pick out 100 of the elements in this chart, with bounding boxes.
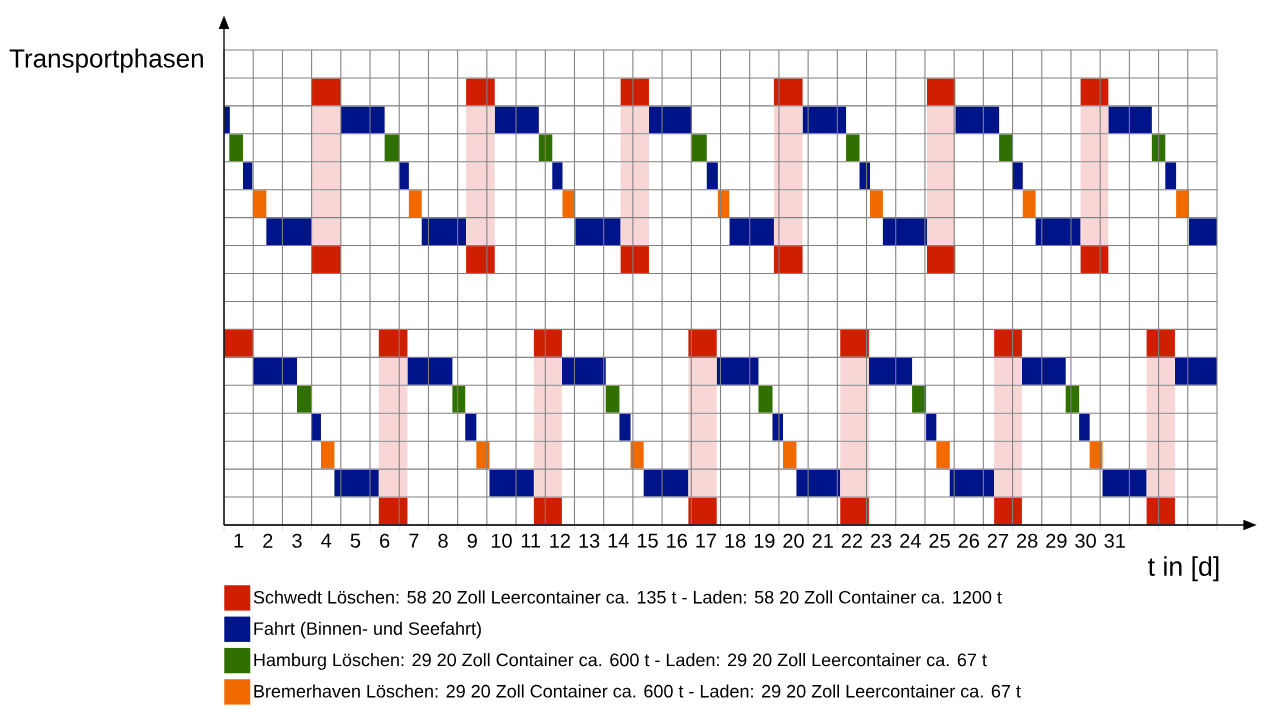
bar (1108, 106, 1152, 134)
x-tick-label: 9 (467, 533, 477, 548)
bar (407, 357, 453, 385)
bar (384, 134, 400, 162)
x-axis-title: t in [d] (1148, 556, 1219, 582)
bar (340, 106, 385, 134)
x-tick-label: 29 (1046, 533, 1067, 548)
bar (758, 385, 773, 413)
bar (334, 469, 379, 497)
x-tick-label: 27 (987, 533, 1009, 548)
bar (466, 246, 495, 273)
bar (773, 78, 803, 106)
bar (1021, 357, 1066, 385)
x-tick-label: 6 (380, 533, 390, 548)
bar (796, 469, 841, 497)
bar (936, 441, 950, 469)
bar (561, 357, 606, 385)
bar (1102, 469, 1147, 497)
bar (688, 469, 717, 497)
bar (538, 134, 553, 162)
x-tick-label: 12 (550, 533, 570, 548)
bar (1080, 246, 1109, 273)
bar (378, 469, 408, 497)
x-tick-label: 21 (812, 533, 833, 548)
bar (311, 78, 341, 106)
x-tick-label: 16 (667, 533, 687, 548)
x-tick-label: 10 (491, 533, 512, 548)
x-tick-label: 7 (409, 533, 419, 548)
x-tick-label: 24 (900, 533, 921, 548)
bar (620, 246, 649, 273)
bar (882, 218, 927, 246)
x-tick-label: 19 (754, 533, 775, 548)
bar (1176, 190, 1189, 218)
bar (716, 357, 759, 385)
bar (840, 469, 869, 497)
bar (1079, 413, 1090, 441)
x-tick-label: 5 (350, 533, 361, 548)
x-tick-label: 26 (958, 533, 979, 548)
x-tick-label: 18 (725, 533, 746, 548)
bar (533, 497, 562, 525)
bar (1089, 441, 1103, 469)
bar (949, 469, 995, 497)
legend-label: Fahrt (Binnen- und Seefahrt) (254, 621, 481, 639)
bar (605, 385, 620, 413)
legend-label: Hamburg Löschen: 29 20 Zoll Container ca. 600 t - Laden: 29 20 Zoll Leercontainer ca. 67 t (254, 653, 987, 670)
bar (840, 497, 869, 525)
bar (1012, 162, 1023, 190)
bar (691, 134, 707, 162)
x-tick-label: 3 (292, 533, 302, 548)
bar (452, 385, 466, 413)
bar (562, 190, 576, 218)
bar (783, 441, 797, 469)
bar (955, 106, 1000, 134)
bar (1022, 190, 1036, 218)
x-tick-label: 23 (871, 533, 892, 548)
bar (465, 413, 477, 441)
x-tick-label: 17 (696, 533, 717, 548)
bar (1174, 357, 1217, 385)
bar (378, 329, 408, 357)
x-tick-label: 28 (1017, 533, 1038, 548)
bar (552, 162, 563, 190)
legend-label: Bremerhaven Löschen: 29 20 Zoll Container ca. 600 t - Laden: 29 20 Zoll Leercontainer ca. 67 t (254, 684, 1021, 698)
x-tick-label: 14 (608, 533, 629, 548)
bar (1080, 78, 1109, 106)
x-tick-label: 11 (521, 533, 541, 548)
bar (1188, 218, 1217, 246)
bar (1146, 329, 1175, 357)
bar (840, 329, 869, 357)
bar (846, 134, 860, 162)
bar (688, 329, 717, 357)
bar (252, 357, 298, 385)
bar (926, 246, 956, 273)
bar (575, 218, 621, 246)
bar (1146, 497, 1175, 525)
bar (466, 78, 495, 106)
bar (994, 469, 1022, 497)
bar (619, 413, 631, 441)
x-tick-label: 8 (438, 533, 448, 548)
bar (729, 218, 774, 246)
bar (994, 497, 1022, 525)
bar (643, 469, 689, 497)
bar (533, 469, 562, 497)
x-tick-label: 15 (637, 533, 658, 548)
y-axis-title: Transportphasen (9, 48, 203, 73)
bar (421, 218, 467, 246)
x-tick-label: 22 (841, 533, 863, 548)
x-tick-label: 31 (1104, 533, 1125, 548)
bar (489, 469, 534, 497)
bar (252, 190, 267, 218)
bar (297, 385, 312, 413)
x-tick-label: 20 (783, 533, 804, 548)
x-tick-label: 25 (929, 533, 950, 548)
bar (399, 162, 409, 190)
bar (868, 357, 913, 385)
bar (1035, 218, 1081, 246)
bar (494, 106, 539, 134)
bar (408, 190, 422, 218)
bar (994, 329, 1022, 357)
bar (706, 162, 718, 190)
bar (773, 246, 803, 273)
